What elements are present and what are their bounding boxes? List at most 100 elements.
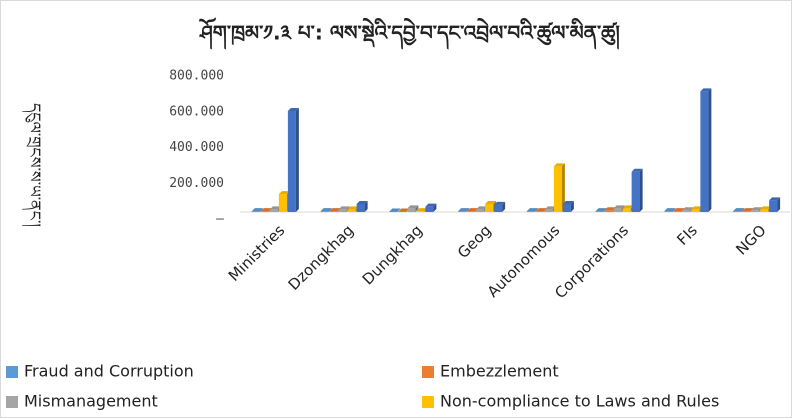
bar	[425, 206, 434, 212]
bar-top	[416, 208, 428, 212]
bar-side	[328, 208, 332, 212]
legend-swatch	[422, 366, 434, 378]
y-tick-label: 800.000	[169, 69, 224, 84]
bar-top	[398, 208, 410, 212]
legend-swatch	[6, 396, 18, 408]
y-tick-label: –	[216, 212, 224, 227]
bar-side	[397, 208, 401, 212]
bar	[664, 211, 673, 212]
bar-top	[494, 201, 506, 205]
bar	[260, 211, 269, 212]
bar	[700, 91, 709, 212]
bar-side	[639, 168, 643, 212]
bar	[476, 209, 485, 212]
bar-top	[320, 208, 332, 212]
bar-top	[562, 200, 574, 204]
legend-swatch	[6, 366, 18, 378]
bar-top	[682, 207, 694, 211]
bar-top	[347, 206, 359, 210]
bar-side	[364, 200, 368, 212]
bar	[278, 194, 287, 212]
bar-top	[544, 206, 556, 210]
bar	[494, 204, 503, 212]
bar	[682, 210, 691, 212]
bar	[356, 203, 365, 212]
bar-top	[553, 163, 565, 167]
bar	[553, 166, 562, 212]
bar-top	[407, 205, 419, 209]
bar-top	[485, 200, 497, 204]
bar	[251, 211, 260, 212]
bar-side	[741, 208, 745, 212]
bar-top	[673, 208, 685, 212]
bar-top	[604, 207, 616, 211]
bar-side	[259, 208, 263, 212]
bar-side	[777, 197, 781, 212]
bar-top	[526, 208, 538, 212]
bar	[613, 208, 622, 212]
bar-top	[760, 206, 772, 210]
bar	[622, 208, 631, 212]
bar	[751, 210, 760, 212]
bar	[269, 209, 278, 212]
bar	[544, 209, 553, 212]
bar-top	[476, 206, 488, 210]
bar	[338, 209, 347, 212]
bar-top	[467, 208, 479, 212]
bar	[287, 111, 296, 212]
bar-top	[425, 203, 437, 207]
bar	[760, 209, 769, 212]
y-tick-label: 200.000	[169, 176, 224, 191]
bar-top	[769, 197, 781, 201]
bar	[535, 211, 544, 212]
bar-top	[595, 208, 607, 212]
bar-side	[295, 108, 299, 212]
legend-swatch	[422, 396, 434, 408]
bar-top	[751, 207, 763, 211]
bar-top	[613, 205, 625, 209]
bar	[467, 211, 476, 212]
bar-side	[561, 163, 565, 212]
legend-label: Mismanagement	[24, 392, 158, 411]
bar	[769, 200, 778, 212]
bar	[595, 211, 604, 212]
bar	[347, 209, 356, 212]
bar	[562, 203, 571, 212]
bar-top	[287, 108, 299, 112]
bar-top	[278, 191, 290, 195]
bar-top	[733, 208, 745, 212]
bar-top	[664, 208, 676, 212]
legend-label: Embezzlement	[440, 362, 559, 381]
bar-top	[338, 206, 350, 210]
y-tick-label: 400.000	[169, 140, 224, 155]
bar-top	[691, 206, 703, 210]
bar-top	[389, 208, 401, 212]
legend-label: Non-compliance to Laws and Rules	[440, 392, 719, 411]
bar	[526, 211, 535, 212]
bar	[407, 208, 416, 212]
y-axis-label: དངུལ་གྲངས་ས་ཡ་ནང་།	[22, 103, 45, 227]
bar	[691, 209, 700, 212]
bar-top	[700, 88, 712, 92]
bar-top	[356, 200, 368, 204]
bar-top	[251, 208, 263, 212]
bar-top	[535, 208, 547, 212]
bar-side	[672, 208, 676, 212]
bar	[398, 211, 407, 212]
bar-side	[415, 205, 419, 212]
bar	[604, 210, 613, 212]
bar-top	[622, 205, 634, 209]
bar	[673, 211, 682, 212]
y-tick-label: 600.000	[169, 104, 224, 119]
bar	[320, 211, 329, 212]
bar	[733, 211, 742, 212]
bar-top	[269, 206, 281, 210]
bar	[389, 211, 398, 212]
bar-top	[458, 208, 470, 212]
bar-top	[329, 208, 341, 212]
bar-top	[631, 168, 643, 172]
bar-side	[433, 203, 437, 212]
bar	[458, 211, 467, 212]
bar	[485, 203, 494, 212]
